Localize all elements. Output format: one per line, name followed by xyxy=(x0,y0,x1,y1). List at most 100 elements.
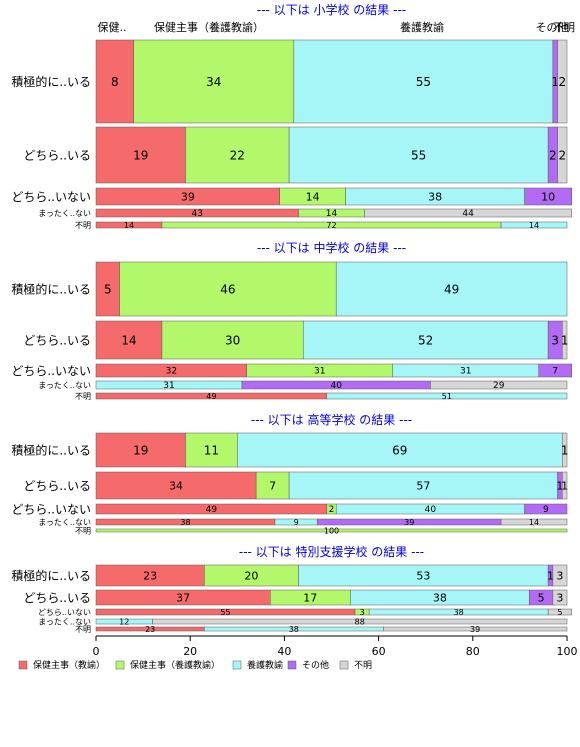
data-label: 55 xyxy=(416,75,431,89)
data-label: 2 xyxy=(549,148,557,162)
row-label: どちら..いる xyxy=(23,148,91,162)
data-label: 19 xyxy=(133,443,148,457)
bar-segment xyxy=(557,126,568,184)
bar-row: 23 38 39 不明 xyxy=(75,625,568,634)
legend-swatch xyxy=(287,660,297,670)
data-label: 2 xyxy=(558,148,566,162)
x-tick-label: 80 xyxy=(466,645,480,658)
bar-segment xyxy=(119,261,337,317)
x-tick-label: 100 xyxy=(557,645,578,658)
bar-row: 55 3 38 5 どちら..いない xyxy=(38,608,572,617)
data-label: 1 xyxy=(561,443,569,457)
data-label: 30 xyxy=(225,333,240,347)
data-label: 39 xyxy=(470,625,480,634)
bar-segment xyxy=(185,126,290,184)
bar-row: 5 46 49 積極的に..いる xyxy=(11,261,568,317)
row-label: まったく..ない xyxy=(38,518,91,527)
bar-segment xyxy=(161,320,304,360)
bar-segment xyxy=(237,432,563,468)
bar-segment xyxy=(383,626,568,632)
data-label: 17 xyxy=(303,591,317,604)
row-label: どちら..いる xyxy=(23,479,91,493)
bar-row: 19 11 69 1 積極的に..いる xyxy=(11,432,569,468)
row-label: どちら..いない xyxy=(38,608,91,617)
panel-title: --- 以下は 特別支援学校 の結果 --- xyxy=(239,544,424,559)
top-label-1: 保健.. xyxy=(98,20,127,34)
data-label: 46 xyxy=(220,282,235,296)
data-label: 11 xyxy=(204,443,219,457)
bar-segment xyxy=(326,392,568,400)
bar-row: 49 2 40 9 どちら..いない xyxy=(11,502,568,516)
data-label: 53 xyxy=(416,569,430,582)
legend: 保健主事（教諭） 保健主事（養護教諭） 養護教諭 その他 不明 xyxy=(18,659,372,671)
data-label: 43 xyxy=(192,209,203,219)
top-label-3: 養護教諭 xyxy=(400,20,444,34)
bar-row: 19 22 55 2 2 どちら..いる xyxy=(23,126,568,184)
legend-item: 保健主事（養護教諭） xyxy=(115,659,220,671)
x-tick-label: 40 xyxy=(277,645,291,658)
bar-segment xyxy=(524,187,572,206)
x-tick-label: 0 xyxy=(93,645,100,658)
data-label: 49 xyxy=(444,282,459,296)
row-label: 積極的に..いる xyxy=(11,442,91,457)
row-label: まったく..ない xyxy=(38,209,91,218)
legend-swatch xyxy=(232,660,242,670)
bar-segment xyxy=(562,471,568,500)
bar-segment xyxy=(95,528,568,533)
bar-segment xyxy=(557,39,568,124)
data-label: 3 xyxy=(556,591,563,604)
bar-row: 39 14 38 10 どちら..いない xyxy=(11,187,572,206)
bar-row: 8 34 55 1 2 積極的に..いる xyxy=(11,39,568,124)
data-label: 12 xyxy=(119,617,129,626)
legend-item: その他 xyxy=(287,659,329,671)
data-label: 3 xyxy=(551,333,559,347)
bar-row: 14 72 14 不明 xyxy=(75,221,568,230)
x-tick-label: 20 xyxy=(183,645,197,658)
bar-row: 37 17 38 5 3 どちら..いる xyxy=(23,589,568,606)
bar-segment xyxy=(185,432,238,468)
data-label: 14 xyxy=(121,333,136,347)
bar-row: 32 31 31 7 どちら..いない xyxy=(11,363,572,378)
data-label: 3 xyxy=(360,608,365,617)
bar-segment xyxy=(538,363,572,378)
data-label: 38 xyxy=(428,190,442,203)
data-label: 51 xyxy=(442,392,452,401)
legend-label: 保健主事（養護教諭） xyxy=(130,659,220,671)
data-label: 14 xyxy=(326,209,338,219)
row-label: どちら..いない xyxy=(11,364,91,378)
data-label: 52 xyxy=(418,333,433,347)
row-label: まったく..ない xyxy=(38,617,91,626)
bar-row: 38 9 39 14 まったく..ない xyxy=(38,518,568,527)
bar-segment xyxy=(133,39,295,124)
row-label: 不明 xyxy=(75,392,91,401)
panel-title: --- 以下は 中学校 の結果 --- xyxy=(257,240,406,255)
row-label: 不明 xyxy=(75,221,91,230)
data-label: 88 xyxy=(355,617,365,626)
data-label: 1 xyxy=(551,75,559,89)
top-label-5: 不明 xyxy=(553,21,575,34)
bar-row: 49 51 不明 xyxy=(75,392,568,401)
data-label: 14 xyxy=(124,221,134,230)
data-label: 34 xyxy=(169,479,183,492)
legend-item: 養護教諭 xyxy=(232,659,283,671)
bar-row: 34 7 57 11 どちら..いる xyxy=(23,471,568,500)
bar-segment xyxy=(95,471,257,500)
top-label-2: 保健主事（養護教諭） xyxy=(154,20,264,34)
bar-segment xyxy=(552,564,568,587)
data-label: 57 xyxy=(416,479,430,492)
data-label: 31 xyxy=(163,381,174,391)
data-label: 2 xyxy=(558,75,566,89)
panel-2: --- 以下は 中学校 の結果 --- 5 46 49 積極的に..いる 14 30 52 3 1… xyxy=(11,240,572,401)
data-label: 20 xyxy=(244,569,258,582)
data-label: 7 xyxy=(269,479,276,492)
data-label: 38 xyxy=(289,625,299,634)
bar-segment xyxy=(500,221,568,229)
bar-segment xyxy=(364,208,572,218)
data-label: 100 xyxy=(324,526,339,535)
row-label: どちら..いる xyxy=(23,591,91,605)
data-label: 44 xyxy=(462,209,474,219)
data-label: 39 xyxy=(181,190,195,203)
data-label: 9 xyxy=(543,505,549,515)
bar-segment xyxy=(547,608,572,616)
